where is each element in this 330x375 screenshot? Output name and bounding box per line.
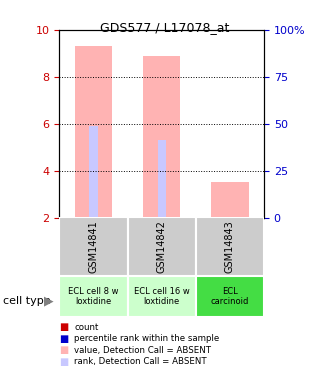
Bar (128, 276, 196, 317)
Text: rank, Detection Call = ABSENT: rank, Detection Call = ABSENT (74, 357, 207, 366)
Text: ■: ■ (59, 322, 69, 332)
Bar (59, 217, 128, 276)
Text: ECL
carcinoid: ECL carcinoid (211, 286, 249, 306)
Bar (196, 217, 264, 276)
Text: GDS577 / L17078_at: GDS577 / L17078_at (100, 21, 230, 34)
Text: ECL cell 8 w
loxtidine: ECL cell 8 w loxtidine (68, 286, 119, 306)
Text: ■: ■ (59, 345, 69, 355)
Text: ■: ■ (59, 357, 69, 367)
Text: value, Detection Call = ABSENT: value, Detection Call = ABSENT (74, 346, 211, 355)
Bar (59, 276, 128, 317)
Text: GSM14842: GSM14842 (157, 220, 167, 273)
Text: percentile rank within the sample: percentile rank within the sample (74, 334, 219, 343)
Text: GSM14841: GSM14841 (88, 220, 98, 273)
Bar (143, 56, 181, 217)
Bar (75, 46, 112, 217)
Bar (89, 126, 98, 218)
Text: ▶: ▶ (44, 295, 54, 307)
Bar (128, 217, 196, 276)
Bar (196, 276, 264, 317)
Text: ECL cell 16 w
loxtidine: ECL cell 16 w loxtidine (134, 286, 189, 306)
Text: ■: ■ (59, 334, 69, 344)
Bar (211, 182, 249, 218)
Text: cell type: cell type (3, 296, 51, 306)
Text: count: count (74, 322, 99, 332)
Text: GSM14843: GSM14843 (225, 220, 235, 273)
Bar (157, 140, 166, 218)
